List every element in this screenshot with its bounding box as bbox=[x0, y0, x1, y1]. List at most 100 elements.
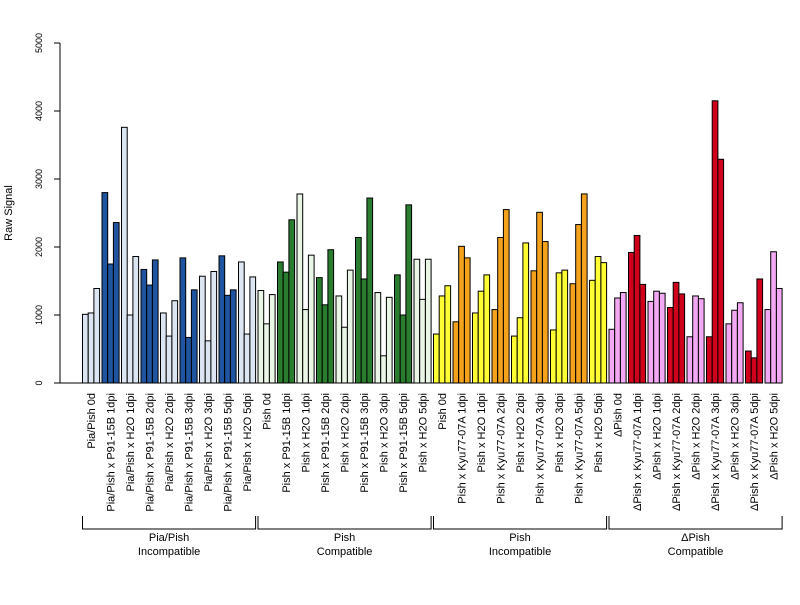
group-bracket bbox=[433, 516, 608, 530]
bar bbox=[140, 268, 148, 384]
x-tick-label: Pish 0d bbox=[437, 393, 449, 430]
bar bbox=[497, 236, 504, 384]
bar bbox=[647, 300, 655, 384]
group-bracket bbox=[608, 516, 783, 530]
bar bbox=[366, 197, 374, 384]
bar bbox=[263, 323, 270, 384]
x-tick-label: ΔPish x H2O 5dpi bbox=[769, 393, 781, 480]
bar bbox=[399, 314, 407, 384]
bar bbox=[692, 295, 699, 384]
bar bbox=[731, 309, 738, 384]
bar bbox=[341, 326, 348, 384]
x-tick-label: Pia/Pish x H2O 3dpi bbox=[203, 393, 215, 491]
x-tick-label: Pish x Kyu77-07A 2dpi bbox=[496, 393, 508, 504]
group-label-name: Pia/Pish bbox=[149, 532, 189, 544]
y-tick-label: 3000 bbox=[34, 169, 44, 189]
bar bbox=[218, 255, 226, 384]
bar bbox=[277, 261, 284, 384]
bar bbox=[491, 309, 499, 384]
bar bbox=[185, 336, 192, 384]
x-tick-label: Pish x H2O 3dpi bbox=[379, 393, 391, 472]
bar bbox=[633, 234, 641, 384]
x-tick-label: Pia/Pish x H2O 5dpi bbox=[242, 393, 254, 491]
bar bbox=[463, 257, 471, 384]
bar bbox=[419, 298, 426, 384]
x-tick-label: ΔPish x Kyu77-07A 1dpi bbox=[632, 393, 644, 511]
x-tick-label: Pish x H2O 5dpi bbox=[593, 393, 605, 472]
bar bbox=[483, 274, 491, 384]
bar bbox=[327, 249, 335, 384]
x-tick-label: Pish x P91-15B 1dpi bbox=[281, 393, 293, 493]
x-tick-label: ΔPish x Kyu77-07A 3dpi bbox=[710, 393, 722, 511]
x-tick-label: Pia/Pish x P91-15B 1dpi bbox=[106, 393, 118, 512]
bar bbox=[380, 355, 387, 384]
bar bbox=[444, 285, 452, 384]
bar bbox=[121, 126, 128, 384]
bar bbox=[204, 340, 212, 384]
bar bbox=[302, 309, 309, 384]
group-bracket bbox=[257, 516, 432, 530]
bar bbox=[268, 294, 276, 384]
bar bbox=[541, 241, 549, 384]
bar bbox=[706, 336, 713, 384]
bar bbox=[770, 251, 777, 384]
bar bbox=[775, 287, 783, 384]
y-tick-label: 4000 bbox=[34, 101, 44, 121]
bar bbox=[307, 254, 315, 384]
bar bbox=[452, 321, 460, 384]
bar bbox=[316, 277, 323, 384]
bar bbox=[224, 294, 231, 384]
bar bbox=[165, 335, 173, 384]
bar bbox=[413, 258, 421, 384]
x-tick-label: Pia/Pish x H2O 1dpi bbox=[125, 393, 137, 491]
bar bbox=[82, 313, 89, 384]
y-tick-label: 5000 bbox=[34, 33, 44, 53]
bar bbox=[717, 158, 725, 384]
bar bbox=[101, 192, 109, 384]
group-label-name: Pish bbox=[509, 532, 530, 544]
group-label-name: ΔPish bbox=[681, 532, 710, 544]
bar bbox=[405, 204, 413, 384]
bar bbox=[171, 300, 179, 384]
bar bbox=[288, 219, 296, 384]
bar bbox=[725, 323, 733, 384]
bar bbox=[190, 289, 198, 384]
bar bbox=[672, 281, 680, 384]
group-label-name: Pish bbox=[334, 532, 355, 544]
bar bbox=[424, 258, 432, 384]
bar bbox=[229, 289, 237, 384]
bar bbox=[199, 275, 206, 384]
bar bbox=[697, 298, 705, 384]
y-tick-label: 1000 bbox=[34, 305, 44, 325]
bar bbox=[243, 333, 251, 384]
bar bbox=[678, 293, 686, 384]
bar bbox=[580, 193, 588, 384]
bar bbox=[711, 100, 719, 384]
y-axis-label: Raw Signal bbox=[3, 185, 15, 241]
bar bbox=[614, 297, 621, 384]
bar bbox=[561, 269, 569, 384]
x-tick-label: Pish x H2O 1dpi bbox=[301, 393, 313, 472]
bar bbox=[385, 296, 393, 384]
bar bbox=[686, 336, 694, 384]
bar bbox=[575, 224, 582, 384]
x-tick-label: Pia/Pish x H2O 2dpi bbox=[164, 393, 176, 491]
x-tick-label: Pia/Pish x P91-15B 3dpi bbox=[184, 393, 196, 512]
bar bbox=[502, 209, 510, 384]
bar bbox=[658, 292, 666, 384]
x-tick-label: ΔPish x H2O 3dpi bbox=[730, 393, 742, 480]
bar bbox=[628, 251, 635, 384]
bar bbox=[160, 312, 167, 384]
bar bbox=[151, 259, 159, 384]
bar bbox=[394, 274, 401, 384]
x-tick-label: Pia/Pish x P91-15B 2dpi bbox=[145, 393, 157, 512]
x-tick-label: Pish x Kyu77-07A 3dpi bbox=[535, 393, 547, 504]
x-tick-label: ΔPish x Kyu77-07A 5dpi bbox=[749, 393, 761, 511]
bar bbox=[355, 236, 362, 384]
bar bbox=[653, 290, 660, 384]
bar bbox=[569, 283, 577, 384]
group-label-type: Compatible bbox=[668, 546, 724, 558]
bar bbox=[472, 312, 479, 384]
bar bbox=[667, 307, 674, 384]
